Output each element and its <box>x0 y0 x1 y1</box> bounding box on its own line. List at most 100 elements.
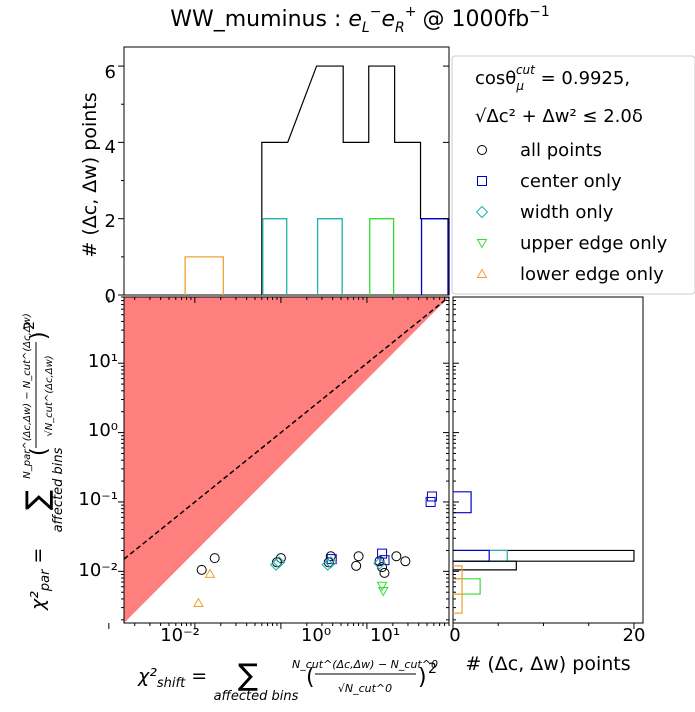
legend-frame <box>451 55 695 295</box>
right-hist-bar-blue-0 <box>453 549 490 562</box>
point-triangle-down-1 <box>377 587 389 597</box>
svg-text:2: 2 <box>428 661 437 677</box>
main-scatter-plot <box>108 296 450 629</box>
diagonal-line <box>123 296 450 560</box>
title-main: WW_muminus : <box>170 7 348 32</box>
main-ylabel-lhs: χ² <box>27 591 49 611</box>
legend-cut-sub: μ <box>515 79 524 93</box>
legend-marker-triangle-up <box>476 268 488 278</box>
right-hist-bar-all-1 <box>453 560 517 571</box>
right-x-tick-0: 0 <box>449 625 460 646</box>
right-hist-bar-all-0 <box>453 549 635 562</box>
title-plus-sup: + <box>405 4 417 20</box>
main-y-tick-1e1: 10¹ <box>88 351 118 372</box>
chart-title: WW_muminus : eL−eR+ @ 1000fb−1 <box>170 4 550 36</box>
top-y-tick-6: 6 <box>105 62 116 83</box>
point-circle-10 <box>379 567 390 578</box>
title-r-sub: R <box>395 20 405 36</box>
main-xlabel: χ²shift = ∑ affected bins ( N_cut^(Δc,Δw… <box>137 658 438 704</box>
right-histogram <box>452 296 635 629</box>
right-hist-bar-teal-0 <box>453 549 508 562</box>
main-xlabel-lhs: χ² <box>137 665 157 687</box>
top-hist-bar-blue-6 <box>420 218 449 295</box>
point-square-1 <box>377 548 388 559</box>
point-diamond-3 <box>324 556 337 569</box>
shaded-region-above-diagonal <box>124 297 449 623</box>
legend-cut-value: = 0.9925, <box>535 68 630 89</box>
svg-text:χ²par =: χ²par = <box>27 548 53 611</box>
legend-cut-sup: cut <box>516 63 536 77</box>
top-histogram-ylabel: # (Δc, Δw) points <box>79 92 101 257</box>
main-y-tick-1e0: 10⁰ <box>88 420 118 441</box>
point-triangle-up-1 <box>204 568 216 578</box>
legend-marker-circle <box>477 145 487 155</box>
point-triangle-up-0 <box>193 597 204 607</box>
main-ylabel-sum: ∑ <box>20 490 55 510</box>
point-circle-12 <box>400 556 411 567</box>
main-y-tick-1e-2: 10⁻² <box>78 560 118 581</box>
point-circle-7 <box>353 551 364 562</box>
point-circle-9 <box>377 562 388 573</box>
title-lumi-exp: −1 <box>529 4 550 20</box>
main-xlabel-sub: shift <box>157 676 186 691</box>
main-ylabel-den: √N_cut^(Δc,Δw) <box>44 355 55 436</box>
top-hist-bar-teal-2 <box>316 218 343 295</box>
main-ylabel: χ²par = ∑ affected bins ( N_par^(Δc,Δw) … <box>20 313 66 611</box>
title-minus-sup: − <box>370 4 382 20</box>
point-circle-0 <box>196 564 207 575</box>
top-y-tick-0: 0 <box>105 286 116 307</box>
main-x-tick-1e1: 10¹ <box>370 625 400 646</box>
right-hist-bar-blue-2 <box>453 491 472 514</box>
top-y-tick-2: 2 <box>105 211 116 232</box>
right-x-ticks: 0 20 <box>449 625 645 646</box>
top-y-tick-4: 4 <box>105 137 116 158</box>
legend-label-3: upper edge only <box>520 233 668 254</box>
point-square-3 <box>425 496 436 507</box>
svg-text:(: ( <box>27 447 52 456</box>
right-x-tick-20: 20 <box>623 625 646 646</box>
main-xlabel-den: √N_cut^0 <box>338 682 392 695</box>
point-diamond-1 <box>272 556 286 569</box>
point-circle-5 <box>325 551 336 562</box>
point-triangle-down-0 <box>376 581 388 592</box>
main-ylabel-eq: = <box>27 548 49 570</box>
title-beam-1: e <box>348 7 362 32</box>
right-hist-bar-green-4 <box>453 578 481 595</box>
main-plot-frame <box>123 296 450 624</box>
point-diamond-4 <box>373 557 386 570</box>
main-xlabel-sum-sub: affected bins <box>214 689 299 704</box>
legend-label-1: center only <box>520 171 622 192</box>
title-lumi: @ 1000fb <box>422 7 529 32</box>
legend-cut-cos: cosθ <box>475 68 516 89</box>
top-hist-bar-teal-1 <box>262 218 288 295</box>
point-circle-1 <box>209 553 220 564</box>
top-y-ticks: 0 2 4 6 <box>105 62 116 307</box>
right-hist-bar-orange-5 <box>453 593 463 614</box>
right-histogram-xlabel: # (Δc, Δw) points <box>465 653 630 675</box>
legend-label-2: width only <box>520 202 614 223</box>
svg-text:cosθμcut = 0.9925,: cosθμ cut = 0.9925, <box>475 63 630 93</box>
right-hist-bar-orange-3 <box>453 565 463 580</box>
svg-text:(: ( <box>306 665 315 690</box>
legend-marker-square <box>477 176 487 186</box>
legend-marker-diamond <box>475 205 489 219</box>
top-y-tick-marks <box>118 65 449 296</box>
point-circle-3 <box>275 553 286 564</box>
svg-text:2: 2 <box>22 321 38 330</box>
legend: cosθμ cut = 0.9925, √Δc² + Δw² ≤ 2.0δ all… <box>451 55 695 295</box>
svg-text:): ) <box>27 331 52 340</box>
main-ylabel-num: N_par^(Δc,Δw) − N_cut^(Δc,Δw) <box>22 313 33 478</box>
main-x-ticks: 10⁻² 10⁰ 10¹ <box>160 625 400 646</box>
top-histogram <box>184 65 450 295</box>
top-hist-bar-green-4 <box>369 218 395 295</box>
main-ylabel-sub: par <box>38 568 53 592</box>
right-histogram-frame <box>452 296 644 624</box>
svg-text:WW_muminus : eL−eR+@ 1000fb−1: WW_muminus : eL−eR+ @ 1000fb−1 <box>170 4 550 36</box>
legend-cut-line2: √Δc² + Δw² ≤ 2.0δ <box>475 106 643 127</box>
title-beam-2: e <box>381 7 395 32</box>
legend-label-4: lower edge only <box>520 264 664 285</box>
point-diamond-0 <box>269 558 283 571</box>
title-l-sub: L <box>362 20 370 36</box>
main-y-tick-1e-1: 10⁻¹ <box>78 489 118 510</box>
